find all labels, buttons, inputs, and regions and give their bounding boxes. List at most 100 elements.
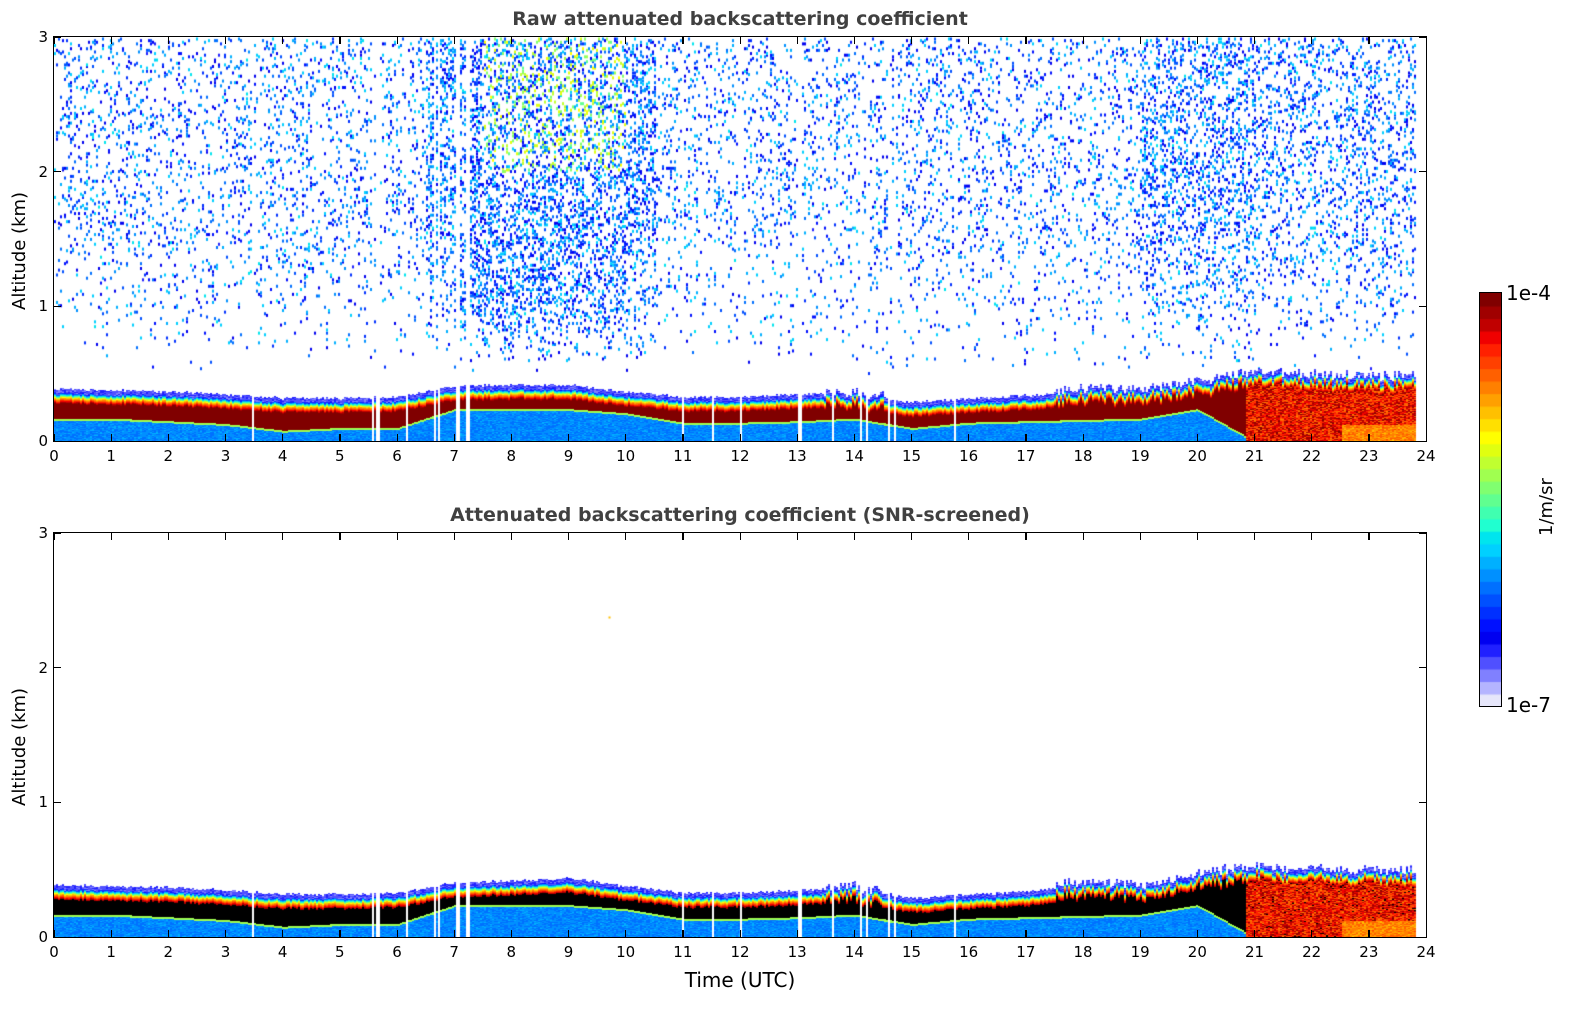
x-tick-mark xyxy=(1425,37,1427,44)
x-tick-mark xyxy=(625,533,627,540)
x-tick-label: 18 xyxy=(1073,943,1093,961)
x-tick-mark xyxy=(568,434,570,441)
x-tick-mark xyxy=(1196,930,1199,937)
x-tick-mark xyxy=(510,930,513,937)
x-tick-mark xyxy=(1368,533,1370,540)
y-tick-mark xyxy=(54,801,61,804)
x-tick-mark xyxy=(396,533,398,540)
bottom-y-axis-label: Altitude (km) xyxy=(9,687,30,806)
bottom-heatmap xyxy=(54,533,1426,937)
y-tick-mark xyxy=(1419,532,1426,534)
y-tick-label: 3 xyxy=(38,524,48,542)
x-tick-mark xyxy=(396,37,398,44)
x-tick-label: 3 xyxy=(220,943,231,961)
y-tick-mark xyxy=(1419,936,1426,938)
y-tick-mark xyxy=(1419,36,1426,38)
x-tick-label: 6 xyxy=(392,447,402,465)
bottom-axes-frame xyxy=(53,532,1427,938)
x-tick-mark xyxy=(167,434,170,441)
x-tick-mark xyxy=(1254,434,1256,441)
y-tick-mark xyxy=(54,36,61,38)
x-tick-mark xyxy=(1139,37,1141,44)
x-tick-mark xyxy=(853,533,856,540)
x-tick-mark xyxy=(110,930,112,937)
x-axis-label: Time (UTC) xyxy=(684,968,796,992)
x-tick-mark xyxy=(1196,434,1199,441)
x-tick-mark xyxy=(510,533,513,540)
x-tick-label: 9 xyxy=(563,447,574,465)
x-tick-mark xyxy=(1196,37,1199,44)
x-tick-mark xyxy=(282,533,284,540)
x-tick-mark xyxy=(339,434,341,441)
x-tick-mark xyxy=(282,434,284,441)
x-tick-mark xyxy=(853,37,856,44)
bottom-panel-title: Attenuated backscattering coefficient (S… xyxy=(450,504,1030,526)
x-tick-mark xyxy=(911,930,913,937)
x-tick-label: 13 xyxy=(787,447,807,465)
x-tick-mark xyxy=(568,930,570,937)
x-tick-mark xyxy=(1368,434,1370,441)
x-tick-label: 19 xyxy=(1130,943,1150,961)
y-tick-mark xyxy=(1419,440,1426,442)
x-tick-mark xyxy=(1025,434,1027,441)
x-tick-label: 19 xyxy=(1130,447,1150,465)
x-tick-label: 9 xyxy=(563,943,574,961)
x-tick-label: 20 xyxy=(1187,943,1207,961)
x-tick-mark xyxy=(510,37,513,44)
x-tick-label: 14 xyxy=(844,447,864,465)
x-tick-mark xyxy=(282,37,284,44)
y-tick-mark xyxy=(54,305,61,308)
x-tick-mark xyxy=(225,37,227,44)
x-tick-mark xyxy=(339,37,341,44)
x-tick-label: 11 xyxy=(673,447,693,465)
x-tick-mark xyxy=(1311,930,1313,937)
top-axes-frame xyxy=(53,36,1427,442)
x-tick-mark xyxy=(796,37,798,44)
x-tick-mark xyxy=(1311,434,1313,441)
x-tick-mark xyxy=(739,434,741,441)
x-tick-mark xyxy=(53,930,55,937)
x-tick-mark xyxy=(739,533,741,540)
x-tick-mark xyxy=(110,533,112,540)
x-tick-mark xyxy=(339,533,341,540)
x-tick-label: 22 xyxy=(1302,943,1322,961)
x-tick-label: 2 xyxy=(163,943,174,961)
y-tick-label: 2 xyxy=(38,162,48,181)
x-tick-mark xyxy=(796,434,798,441)
x-tick-mark xyxy=(796,533,798,540)
x-tick-label: 6 xyxy=(392,943,402,961)
x-tick-mark xyxy=(968,533,970,540)
x-tick-mark xyxy=(682,930,684,937)
x-tick-label: 15 xyxy=(901,447,922,465)
x-tick-label: 21 xyxy=(1244,447,1265,465)
x-tick-mark xyxy=(1311,533,1313,540)
x-tick-label: 3 xyxy=(220,447,231,465)
x-tick-label: 17 xyxy=(1016,943,1036,961)
top-y-axis-label: Altitude (km) xyxy=(9,191,30,310)
y-tick-mark xyxy=(1419,667,1426,669)
x-tick-mark xyxy=(1425,930,1427,937)
x-tick-mark xyxy=(510,434,513,441)
x-tick-mark xyxy=(1025,533,1027,540)
x-tick-label: 23 xyxy=(1359,943,1379,961)
y-tick-mark xyxy=(54,667,61,669)
y-tick-mark xyxy=(1419,801,1426,804)
top-heatmap xyxy=(54,37,1426,441)
x-tick-label: 13 xyxy=(787,943,807,961)
x-tick-mark xyxy=(167,533,170,540)
x-tick-mark xyxy=(968,37,970,44)
y-tick-mark xyxy=(54,440,61,442)
x-tick-mark xyxy=(53,37,55,44)
top-panel-title: Raw attenuated backscattering coefficien… xyxy=(512,8,968,30)
x-tick-label: 12 xyxy=(730,447,750,465)
y-tick-mark xyxy=(1419,305,1426,308)
y-tick-mark xyxy=(1419,171,1426,173)
x-tick-mark xyxy=(167,930,170,937)
x-tick-label: 24 xyxy=(1416,447,1436,465)
x-tick-mark xyxy=(1082,533,1084,540)
y-tick-label: 1 xyxy=(38,297,48,316)
x-tick-mark xyxy=(911,37,913,44)
x-tick-mark xyxy=(396,434,398,441)
x-tick-mark xyxy=(682,533,684,540)
x-tick-label: 18 xyxy=(1073,447,1093,465)
